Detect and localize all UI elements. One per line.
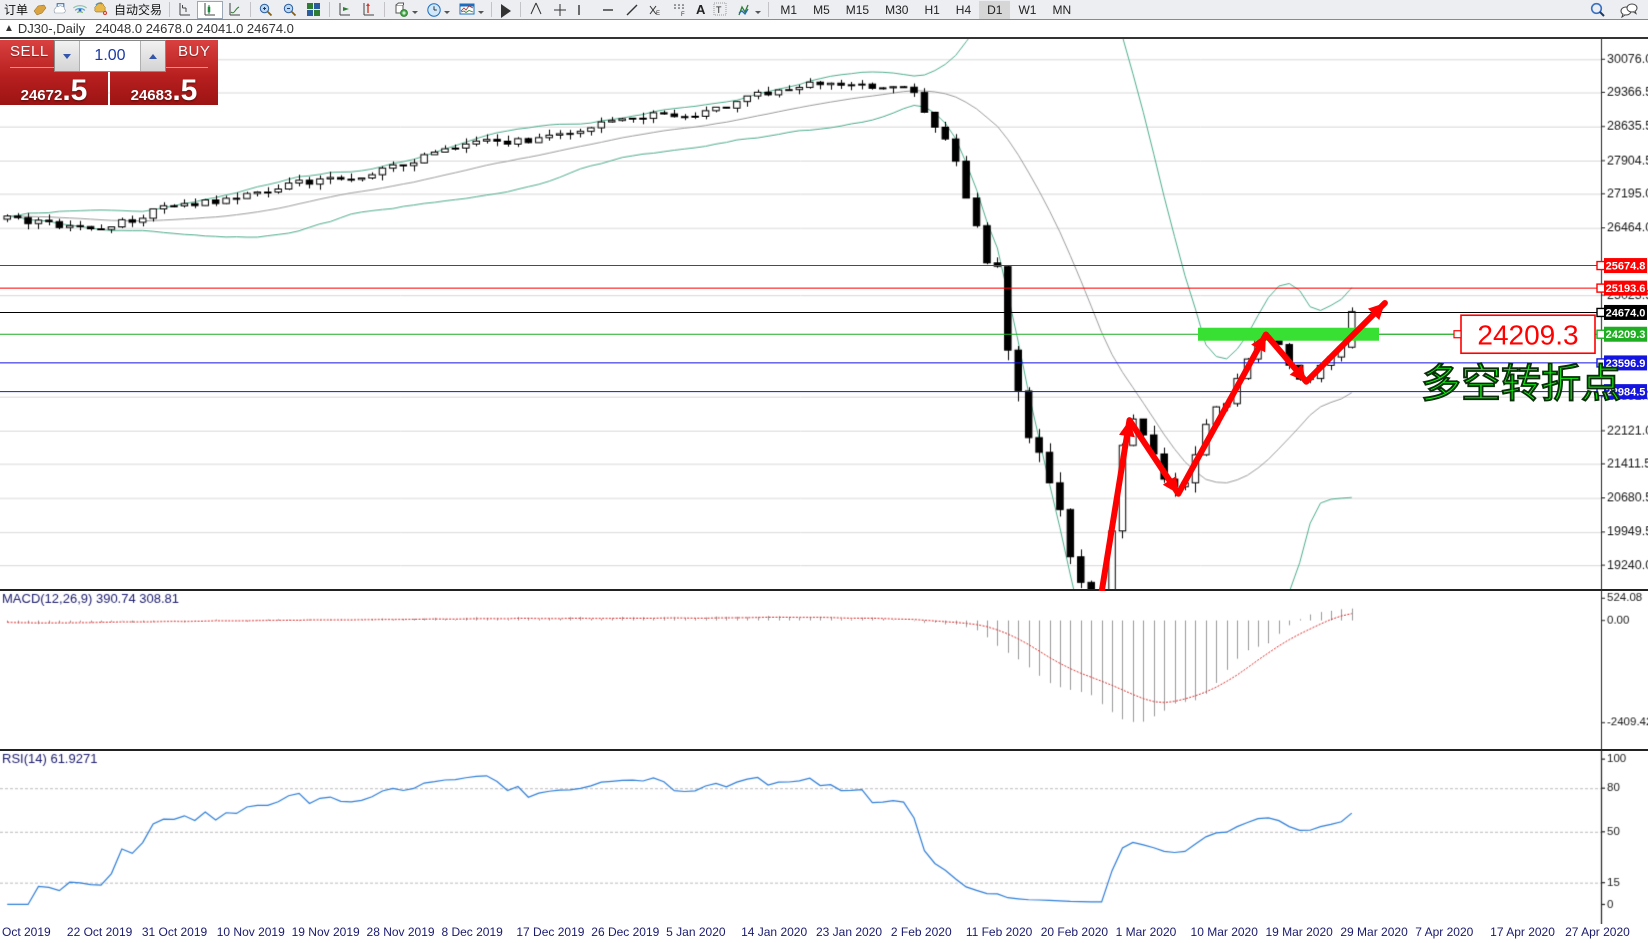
svg-text:F: F: [681, 12, 685, 18]
svg-text:E: E: [656, 11, 660, 17]
svg-text:T: T: [716, 5, 722, 15]
